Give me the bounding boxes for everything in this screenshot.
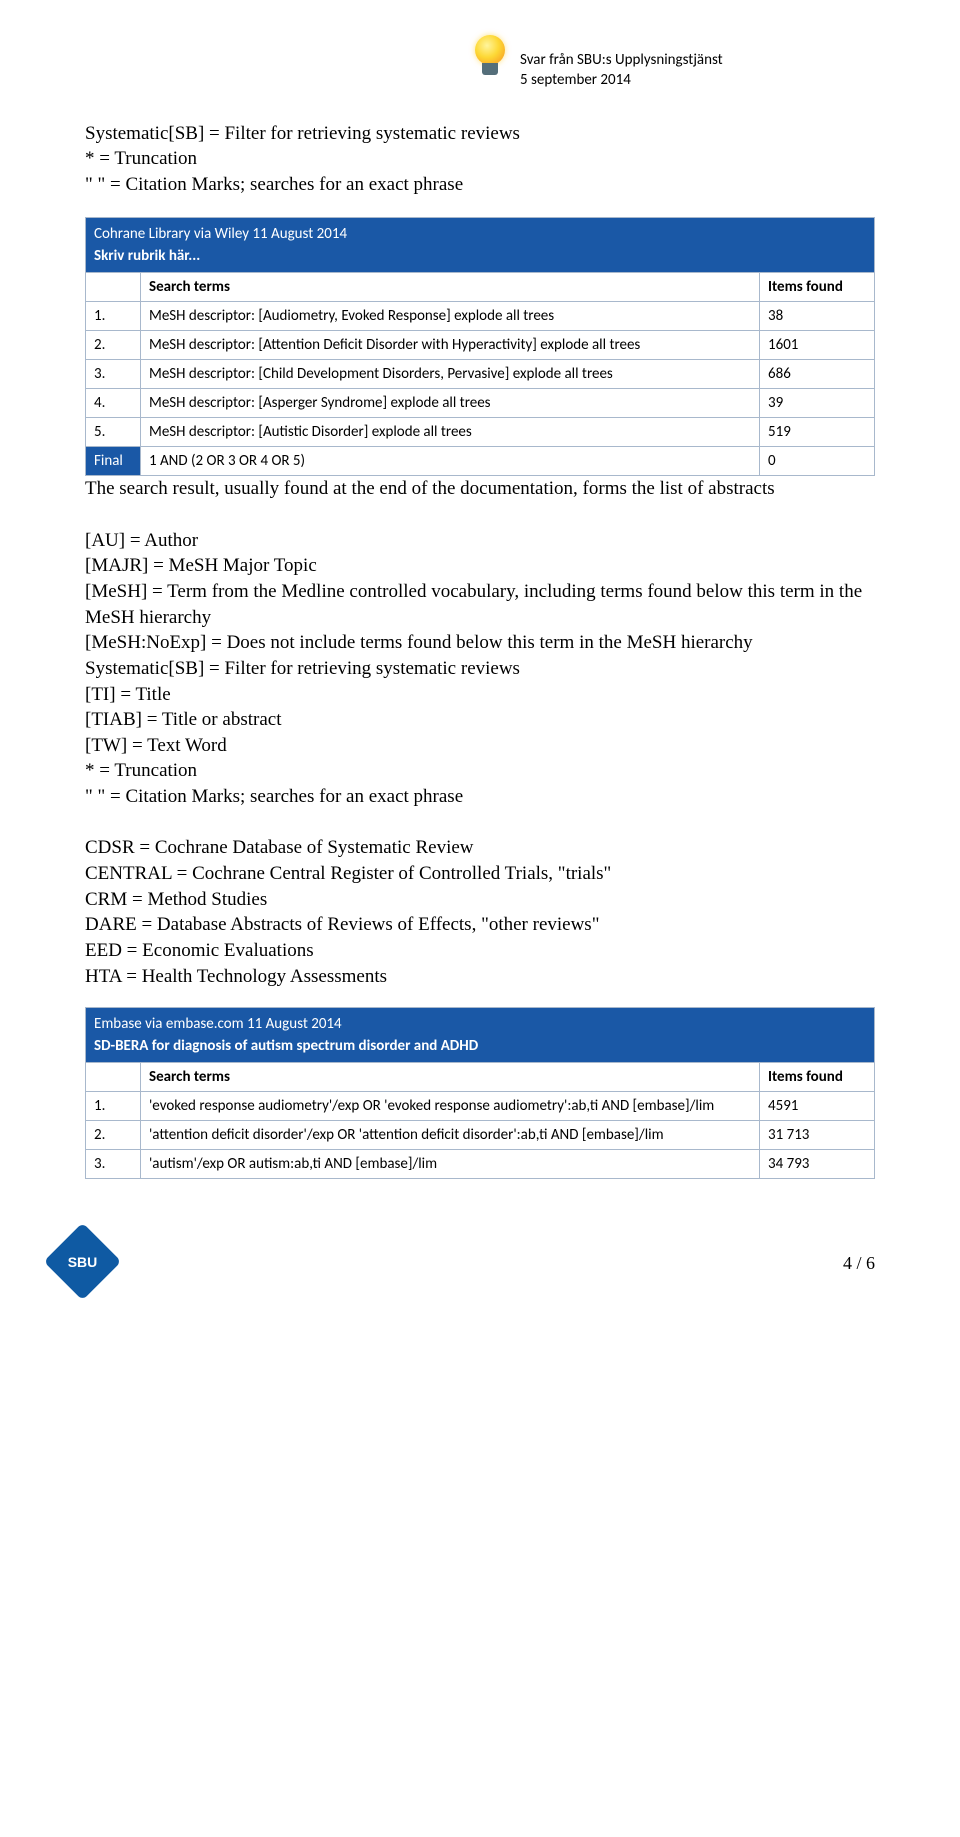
table1-subtitle: Skriv rubrik här... — [94, 245, 866, 267]
intro-line1: Systematic[SB] = Filter for retrieving s… — [85, 121, 875, 147]
lightbulb-icon — [470, 35, 510, 85]
header-line2: 5 september 2014 — [520, 70, 875, 90]
intro-line2: * = Truncation — [85, 146, 875, 172]
col-search-terms: Search terms — [141, 273, 760, 302]
table-row: 2.MeSH descriptor: [Attention Deficit Di… — [86, 331, 875, 360]
midtext-block: The search result, usually found at the … — [85, 476, 875, 989]
table-title-row: Embase via embase.com 11 August 2014 SD-… — [86, 1008, 875, 1063]
page-number: 4 / 6 — [843, 1253, 875, 1274]
table-row: 3.MeSH descriptor: [Child Development Di… — [86, 360, 875, 389]
cochrane-table: Cohrane Library via Wiley 11 August 2014… — [85, 217, 875, 476]
embase-table: Embase via embase.com 11 August 2014 SD-… — [85, 1007, 875, 1179]
intro-block: Systematic[SB] = Filter for retrieving s… — [85, 121, 875, 198]
table2-title: Embase via embase.com 11 August 2014 — [94, 1013, 866, 1035]
intro-line3: " " = Citation Marks; searches for an ex… — [85, 172, 875, 198]
midtext-p1: The search result, usually found at the … — [85, 476, 875, 502]
table-row: 2.'attention deficit disorder'/exp OR 'a… — [86, 1121, 875, 1150]
page-footer: SBU 4 / 6 — [85, 1219, 875, 1279]
col-items-found: Items found — [760, 1063, 875, 1092]
table-row: 4.MeSH descriptor: [Asperger Syndrome] e… — [86, 389, 875, 418]
table-row: 1.'evoked response audiometry'/exp OR 'e… — [86, 1092, 875, 1121]
table-final-row: Final 1 AND (2 OR 3 OR 4 OR 5) 0 — [86, 447, 875, 476]
page-header: Svar från SBU:s Upplysningstjänst 5 sept… — [85, 50, 875, 91]
table1-title: Cohrane Library via Wiley 11 August 2014 — [94, 223, 866, 245]
table-row: 1.MeSH descriptor: [Audiometry, Evoked R… — [86, 302, 875, 331]
table2-subtitle: SD-BERA for diagnosis of autism spectrum… — [94, 1035, 866, 1057]
table-column-header: Search terms Items found — [86, 273, 875, 302]
header-line1: Svar från SBU:s Upplysningstjänst — [520, 50, 875, 70]
col-search-terms: Search terms — [141, 1063, 760, 1092]
table-title-row: Cohrane Library via Wiley 11 August 2014… — [86, 218, 875, 273]
table-row: 5.MeSH descriptor: [Autistic Disorder] e… — [86, 418, 875, 447]
col-items-found: Items found — [760, 273, 875, 302]
final-label: Final — [86, 447, 141, 476]
sbu-logo-icon: SBU — [55, 1234, 110, 1289]
table-column-header: Search terms Items found — [86, 1063, 875, 1092]
table-row: 3.'autism'/exp OR autism:ab,ti AND [emba… — [86, 1150, 875, 1179]
